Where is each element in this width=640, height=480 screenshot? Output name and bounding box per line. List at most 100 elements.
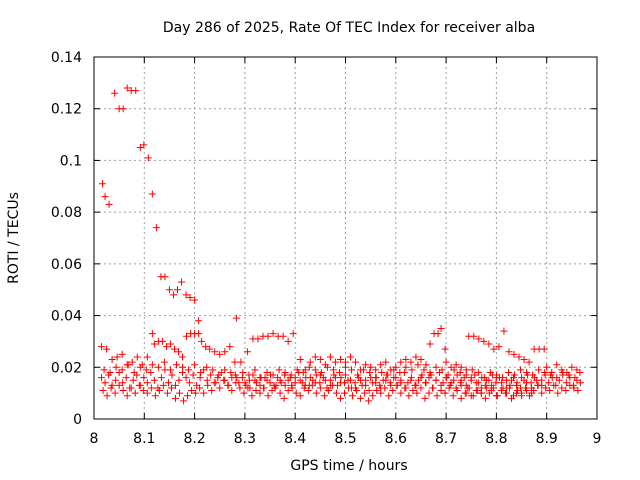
data-point bbox=[361, 389, 369, 397]
data-point bbox=[176, 389, 184, 397]
data-point bbox=[245, 371, 253, 379]
data-point bbox=[101, 379, 109, 387]
data-point bbox=[402, 384, 410, 392]
data-point bbox=[119, 379, 127, 387]
data-point bbox=[135, 381, 143, 389]
data-point bbox=[240, 389, 248, 397]
data-point bbox=[523, 368, 531, 376]
data-point bbox=[457, 376, 465, 384]
data-point bbox=[429, 384, 437, 392]
data-point bbox=[266, 379, 274, 387]
data-point bbox=[487, 387, 495, 395]
data-point bbox=[402, 356, 410, 364]
data-point bbox=[492, 374, 500, 382]
data-point bbox=[99, 180, 107, 188]
data-point bbox=[571, 374, 579, 382]
y-tick-label: 0 bbox=[73, 412, 82, 428]
data-point bbox=[515, 353, 523, 361]
data-point bbox=[354, 371, 362, 379]
data-point bbox=[191, 361, 199, 369]
data-point bbox=[568, 363, 576, 371]
data-point bbox=[226, 343, 234, 351]
data-point bbox=[147, 368, 155, 376]
data-point bbox=[413, 389, 421, 397]
data-point bbox=[159, 381, 167, 389]
data-point bbox=[408, 366, 416, 374]
data-point bbox=[422, 379, 430, 387]
data-point bbox=[392, 374, 400, 382]
data-point bbox=[321, 376, 329, 384]
data-point bbox=[212, 379, 220, 387]
data-point bbox=[360, 366, 368, 374]
data-point bbox=[340, 389, 348, 397]
data-point bbox=[366, 368, 374, 376]
data-point bbox=[228, 387, 236, 395]
data-point bbox=[269, 330, 277, 338]
data-point bbox=[147, 384, 155, 392]
data-point bbox=[507, 376, 515, 384]
data-point bbox=[256, 389, 264, 397]
x-tick-label: 8.8 bbox=[485, 431, 507, 447]
data-point bbox=[142, 366, 150, 374]
data-point bbox=[326, 381, 334, 389]
data-point bbox=[143, 353, 151, 361]
data-point bbox=[299, 368, 307, 376]
data-point bbox=[118, 350, 126, 358]
data-point bbox=[336, 394, 344, 402]
data-point bbox=[292, 389, 300, 397]
data-point bbox=[166, 366, 174, 374]
data-point bbox=[221, 366, 229, 374]
data-point bbox=[103, 392, 111, 400]
data-point bbox=[365, 397, 373, 405]
data-point bbox=[331, 358, 339, 366]
data-point bbox=[306, 358, 314, 366]
data-point bbox=[550, 381, 558, 389]
data-point bbox=[143, 389, 151, 397]
data-point bbox=[347, 376, 355, 384]
data-point bbox=[220, 376, 228, 384]
data-point bbox=[457, 363, 465, 371]
data-point bbox=[139, 387, 147, 395]
data-point bbox=[421, 394, 429, 402]
data-point bbox=[211, 348, 219, 356]
data-point bbox=[498, 374, 506, 382]
y-axis-label: ROTI / TECUs bbox=[6, 192, 22, 284]
data-point bbox=[472, 387, 480, 395]
data-point bbox=[243, 348, 251, 356]
data-point bbox=[441, 389, 449, 397]
data-point bbox=[367, 363, 375, 371]
data-point bbox=[349, 392, 357, 400]
data-point bbox=[119, 387, 127, 395]
data-point bbox=[407, 358, 415, 366]
data-point bbox=[168, 371, 176, 379]
data-point bbox=[543, 363, 551, 371]
data-point bbox=[306, 374, 314, 382]
data-point bbox=[523, 379, 531, 387]
data-point bbox=[216, 384, 224, 392]
data-point bbox=[553, 361, 561, 369]
data-point bbox=[140, 374, 148, 382]
data-point bbox=[197, 368, 205, 376]
data-point bbox=[369, 392, 377, 400]
data-point bbox=[263, 368, 271, 376]
data-point bbox=[467, 392, 475, 400]
data-point bbox=[474, 368, 482, 376]
data-point bbox=[475, 335, 483, 343]
data-point bbox=[106, 368, 114, 376]
data-point bbox=[497, 387, 505, 395]
data-point bbox=[486, 368, 494, 376]
data-point bbox=[182, 374, 190, 382]
data-point bbox=[293, 366, 301, 374]
data-point bbox=[457, 394, 465, 402]
data-point bbox=[574, 387, 582, 395]
data-point bbox=[393, 381, 401, 389]
data-point bbox=[154, 363, 162, 371]
data-point bbox=[382, 376, 390, 384]
data-point bbox=[252, 387, 260, 395]
y-tick-label: 0.04 bbox=[51, 309, 82, 325]
data-point bbox=[148, 361, 156, 369]
data-point bbox=[173, 286, 181, 294]
data-point bbox=[209, 366, 217, 374]
data-point bbox=[178, 278, 186, 286]
data-point bbox=[357, 394, 365, 402]
